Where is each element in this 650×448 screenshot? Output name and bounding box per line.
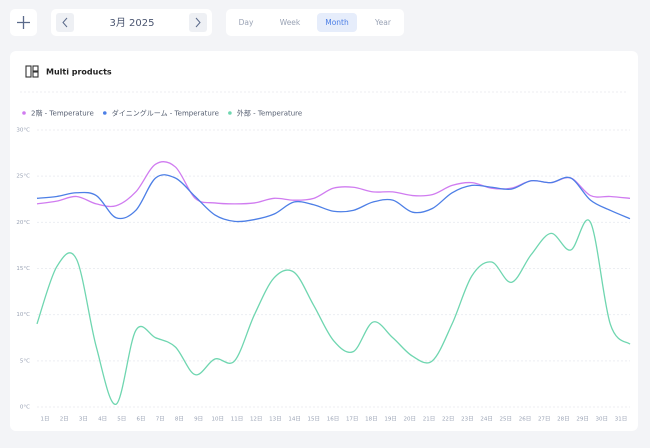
card-icon bbox=[25, 65, 39, 78]
x-tick-label: 12日 bbox=[250, 416, 263, 423]
x-tick-label: 10日 bbox=[212, 416, 225, 423]
legend-label: 外部 - Temperature bbox=[237, 109, 302, 118]
x-tick-label: 26日 bbox=[519, 416, 532, 423]
y-tick-label: 30°C bbox=[16, 128, 30, 134]
x-tick-label: 31日 bbox=[615, 416, 628, 423]
tab[interactable]: Day bbox=[239, 18, 254, 27]
series-line bbox=[36, 219, 631, 405]
view-tabs bbox=[226, 9, 404, 36]
y-tick-label: 5°C bbox=[20, 358, 30, 364]
active-tab-bg bbox=[317, 13, 357, 32]
card bbox=[10, 51, 638, 431]
tab[interactable]: Year bbox=[374, 18, 392, 27]
legend-dot bbox=[228, 111, 232, 115]
x-tick-label: 14日 bbox=[288, 416, 301, 423]
date-label: 3月 2025 bbox=[110, 17, 155, 29]
y-tick-label: 25°C bbox=[16, 174, 30, 180]
x-tick-label: 13日 bbox=[269, 416, 282, 423]
legend-label: ダイニングルーム - Temperature bbox=[112, 109, 219, 118]
prev-icon bbox=[62, 17, 68, 28]
x-tick-label: 6日 bbox=[137, 416, 146, 423]
x-tick-label: 1日 bbox=[41, 416, 50, 423]
card-title: Multi products bbox=[46, 68, 112, 77]
x-tick-label: 21日 bbox=[423, 416, 436, 423]
x-tick-label: 19日 bbox=[384, 416, 397, 423]
x-tick-label: 15日 bbox=[308, 416, 321, 423]
x-tick-label: 18日 bbox=[365, 416, 378, 423]
x-tick-label: 16日 bbox=[327, 416, 340, 423]
date-nav bbox=[51, 9, 212, 36]
series-line bbox=[36, 174, 631, 223]
y-tick-label: 10°C bbox=[16, 312, 30, 318]
prev-button[interactable] bbox=[56, 13, 74, 32]
x-tick-label: 27日 bbox=[538, 416, 551, 423]
x-tick-label: 20日 bbox=[404, 416, 417, 423]
legend-dot bbox=[102, 111, 107, 115]
x-tick-label: 5日 bbox=[117, 416, 126, 423]
x-tick-label: 25日 bbox=[500, 416, 513, 423]
y-tick-label: 0°C bbox=[20, 405, 30, 411]
x-tick-label: 2日 bbox=[60, 416, 69, 423]
next-icon bbox=[195, 17, 201, 28]
x-tick-label: 4日 bbox=[98, 416, 107, 423]
tab[interactable]: Week bbox=[280, 18, 301, 27]
legend-dot bbox=[22, 111, 26, 115]
next-button[interactable] bbox=[189, 13, 207, 32]
x-tick-label: 3日 bbox=[79, 416, 88, 423]
x-tick-label: 22日 bbox=[442, 416, 455, 423]
x-tick-label: 11日 bbox=[231, 416, 244, 423]
x-tick-label: 9日 bbox=[194, 416, 203, 423]
tab[interactable]: Month bbox=[325, 18, 349, 27]
x-tick-label: 23日 bbox=[461, 416, 474, 423]
x-tick-label: 28日 bbox=[557, 416, 570, 423]
y-tick-label: 15°C bbox=[16, 266, 30, 272]
x-tick-label: 7日 bbox=[156, 416, 165, 423]
x-tick-label: 8日 bbox=[175, 416, 184, 423]
x-tick-label: 30日 bbox=[596, 416, 609, 423]
y-tick-label: 20°C bbox=[16, 220, 30, 226]
x-tick-label: 24日 bbox=[480, 416, 493, 423]
x-tick-label: 29日 bbox=[576, 416, 589, 423]
legend-label: 2階 - Temperature bbox=[31, 109, 94, 118]
x-tick-label: 17日 bbox=[346, 416, 359, 423]
plus-icon bbox=[17, 16, 30, 29]
